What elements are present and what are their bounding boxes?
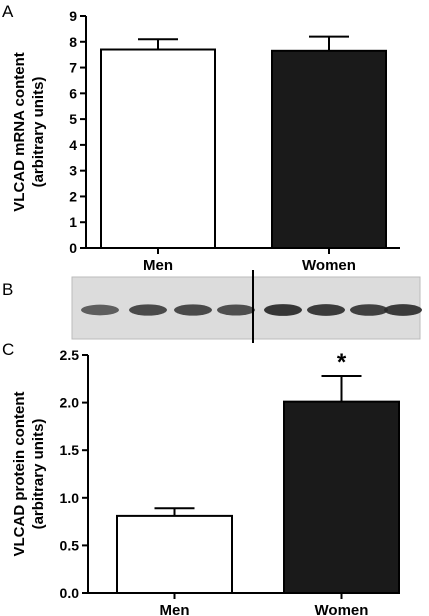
y-tick-label: 1.0 [60, 490, 80, 506]
y-axis-label-units: (arbitrary units) [30, 77, 47, 188]
y-tick-label: 4 [69, 137, 77, 153]
y-tick-label: 2.5 [60, 347, 80, 363]
y-tick-label: 3 [69, 163, 77, 179]
y-tick-label: 2 [69, 188, 77, 204]
protein-band [350, 304, 388, 316]
protein-band [129, 304, 167, 316]
panel-label-b: B [2, 280, 13, 299]
bar-men [100, 48, 216, 250]
category-label-women: Women [302, 257, 356, 274]
protein-band [174, 304, 212, 316]
y-tick-label: 8 [69, 34, 77, 50]
chart-protein: 0.0 0.5 1.0 1.5 2.0 2.5 Men Women * VLCAD protein… [11, 347, 400, 616]
bar-men [116, 514, 233, 594]
y-tick-label: 1 [69, 214, 77, 230]
chart-mrna: 0 1 2 3 4 5 6 7 8 9 Men Women VLCAD mRNA content (arb… [11, 8, 400, 274]
y-tick-label: 0.5 [60, 537, 80, 553]
y-axis-label-units: (arbitrary units) [30, 419, 47, 530]
y-tick-label: 9 [69, 8, 77, 24]
y-tick-label: 6 [69, 85, 77, 101]
protein-band [264, 304, 302, 316]
panel-label-c: C [2, 340, 14, 359]
bar-women [271, 49, 387, 249]
y-axis-label: VLCAD protein content [11, 392, 28, 557]
western-blot [71, 270, 422, 343]
y-tick-label: 0.0 [60, 585, 80, 601]
y-tick-label: 0 [69, 240, 77, 256]
y-tick-label: 5 [69, 111, 77, 127]
category-label-men: Men [160, 602, 190, 616]
protein-band [307, 304, 345, 316]
y-axis-label: VLCAD mRNA content [11, 52, 28, 211]
bar-women [283, 400, 400, 595]
y-tick-label: 2.0 [60, 395, 80, 411]
category-label-men: Men [143, 257, 173, 274]
protein-band [81, 304, 119, 316]
category-label-women: Women [315, 602, 369, 616]
protein-band [217, 304, 255, 316]
significance-marker: * [337, 349, 347, 376]
panel-label-a: A [2, 2, 14, 21]
protein-band [384, 304, 422, 316]
y-tick-label: 1.5 [60, 442, 80, 458]
y-tick-label: 7 [69, 60, 77, 76]
